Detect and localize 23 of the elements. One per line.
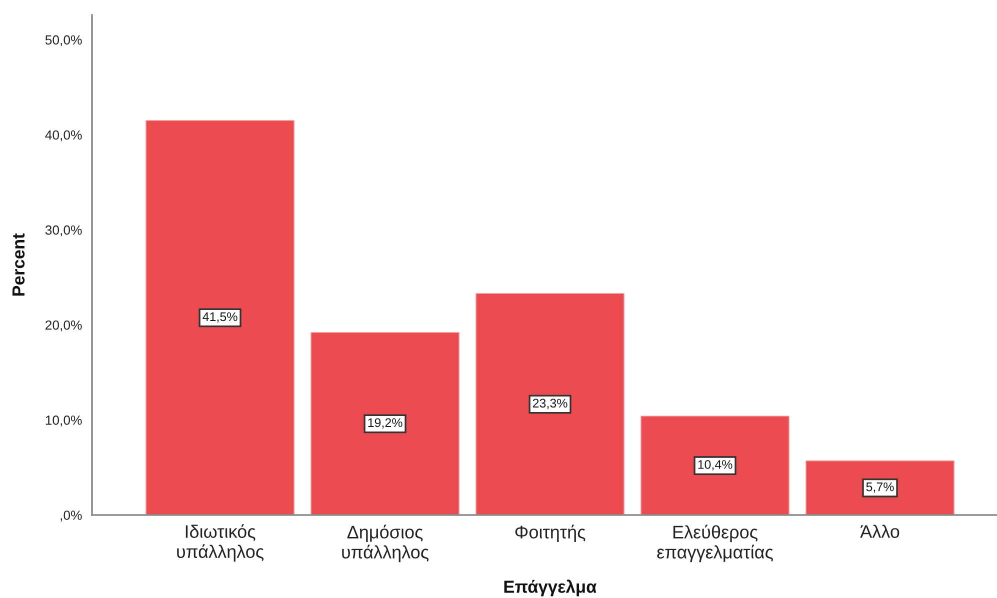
x-tick-label: Ελεύθερος επαγγελματίας <box>657 524 773 562</box>
bar <box>640 416 790 515</box>
bar <box>310 332 460 515</box>
data-label: 41,5% <box>202 312 238 323</box>
y-tick-label: 10,0% <box>46 416 82 426</box>
data-label: 23,3% <box>532 398 568 410</box>
x-tick-label: Άλλο <box>860 524 900 538</box>
x-axis-title: Επάγγελμα <box>504 580 597 596</box>
bar <box>806 460 954 515</box>
y-tick-label: ,0% <box>60 510 82 522</box>
y-tick-label: 30,0% <box>45 225 82 236</box>
y-tick-label: 50,0% <box>45 35 82 46</box>
data-label: 10,4% <box>698 460 732 470</box>
data-label: 19,2% <box>368 418 402 429</box>
bar <box>476 293 624 515</box>
data-label: 5,7% <box>866 482 894 493</box>
x-tick-label: Δημόσιος υπάλληλος <box>342 524 429 562</box>
bar <box>146 120 294 515</box>
y-axis-title: Percent <box>12 233 25 296</box>
y-tick-label: 20,0% <box>46 320 82 332</box>
x-tick-label: Φοιτητής <box>515 524 586 542</box>
x-tick-label: Ιδιωτικός υπάλληλος <box>177 524 264 562</box>
y-tick-label: 40,0% <box>45 130 82 142</box>
